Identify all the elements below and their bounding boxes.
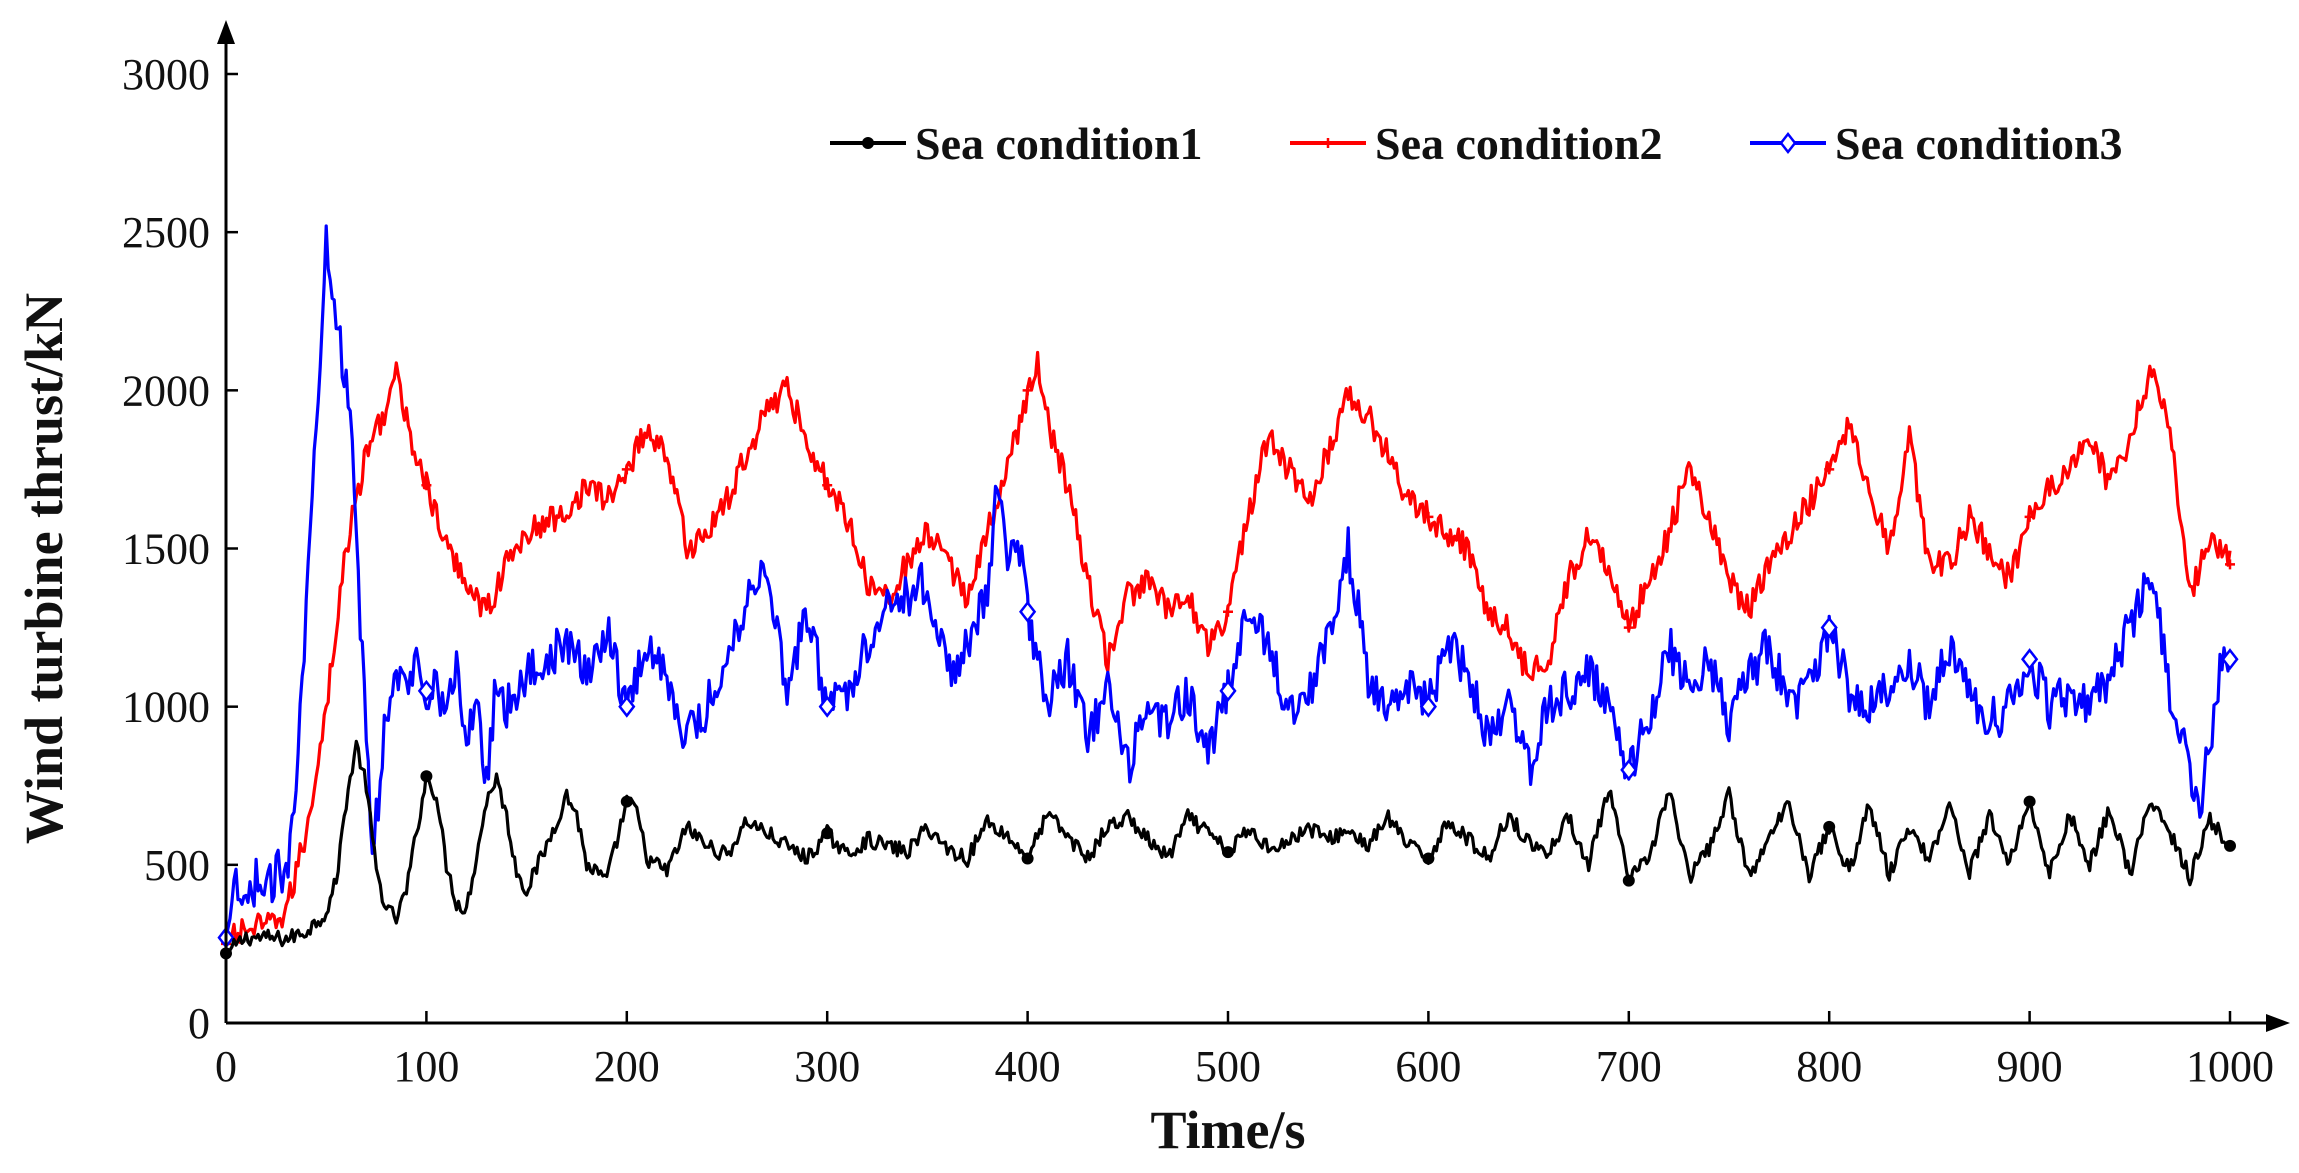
series-marker	[2221, 648, 2239, 671]
series-marker	[1824, 464, 1835, 475]
legend-label: Sea condition3	[1835, 118, 2123, 169]
series-marker	[420, 770, 433, 783]
x-tick-label: 400	[995, 1042, 1061, 1091]
series-marker	[822, 480, 833, 491]
legend-label: Sea condition1	[915, 118, 1203, 169]
series-marker	[1820, 616, 1838, 639]
x-tick-label: 800	[1796, 1042, 1862, 1091]
series-marker	[618, 695, 636, 718]
y-tick-label: 500	[144, 841, 210, 890]
series-marker	[1423, 511, 1434, 522]
y-tick-label: 1000	[122, 683, 210, 732]
series-marker	[1620, 758, 1638, 781]
series-marker	[2023, 795, 2036, 808]
series-marker	[818, 695, 836, 718]
series-1	[220, 739, 2236, 960]
series-3	[217, 224, 2239, 949]
legend-item-3[interactable]: Sea condition3	[1750, 118, 2123, 169]
series-marker	[1019, 600, 1037, 623]
x-tick-label: 0	[215, 1042, 237, 1091]
series-marker	[1022, 385, 1033, 396]
x-tick-label: 900	[1997, 1042, 2063, 1091]
x-tick-label: 700	[1596, 1042, 1662, 1091]
series-marker	[1622, 874, 1635, 887]
series-line	[225, 350, 2232, 946]
legend[interactable]: Sea condition1 Sea condition2 Sea conditio…	[830, 118, 2123, 169]
x-axis-title: Time/s	[1150, 1100, 1305, 1160]
series-marker	[417, 679, 435, 702]
y-axis-arrow	[217, 20, 235, 44]
y-ticks: 0 500 1000 1500 2000 2500 3000	[122, 50, 238, 1048]
x-ticks: 0 100 200 300 400 500 600 700 800 900 1000	[215, 1011, 2274, 1091]
series-marker	[1779, 131, 1797, 155]
series-marker	[1623, 622, 1634, 633]
series-layer	[217, 224, 2239, 960]
series-marker	[1222, 846, 1234, 859]
series-marker	[1219, 679, 1237, 702]
series-marker	[421, 480, 432, 491]
y-tick-label: 2500	[122, 208, 210, 257]
series-marker	[1823, 820, 1836, 833]
series-marker	[2225, 559, 2235, 570]
x-tick-label: 100	[393, 1042, 459, 1091]
x-tick-label: 1000	[2186, 1042, 2274, 1091]
series-2	[221, 350, 2235, 949]
series-marker	[2024, 511, 2035, 522]
x-tick-label: 500	[1195, 1042, 1261, 1091]
x-tick-label: 200	[594, 1042, 660, 1091]
legend-label: Sea condition2	[1375, 118, 1663, 169]
x-tick-label: 300	[794, 1042, 860, 1091]
y-axis-title: Wind turbine thrust/kN	[14, 293, 74, 844]
series-marker	[1419, 695, 1437, 718]
series-marker	[821, 827, 834, 840]
series-marker	[862, 137, 874, 149]
x-tick-label: 600	[1395, 1042, 1461, 1091]
y-tick-label: 1500	[122, 525, 210, 574]
axes-layer: 0 100 200 300 400 500 600 700 800 900 1000 0 500 100…	[122, 20, 2290, 1091]
series-line	[224, 224, 2232, 938]
series-marker	[620, 795, 633, 808]
legend-item-1[interactable]: Sea condition1	[830, 118, 1203, 169]
series-marker	[1323, 138, 1333, 148]
legend-item-2[interactable]: Sea condition2	[1290, 118, 1663, 169]
series-marker	[1021, 852, 1034, 865]
y-tick-label: 0	[188, 999, 210, 1048]
x-axis-arrow	[2266, 1014, 2290, 1032]
series-marker	[621, 464, 632, 475]
series-marker	[1223, 606, 1233, 617]
series-marker	[2021, 648, 2039, 671]
y-tick-label: 3000	[122, 50, 210, 99]
y-tick-label: 2000	[122, 366, 210, 415]
series-marker	[1422, 852, 1435, 865]
series-marker	[2224, 839, 2236, 852]
